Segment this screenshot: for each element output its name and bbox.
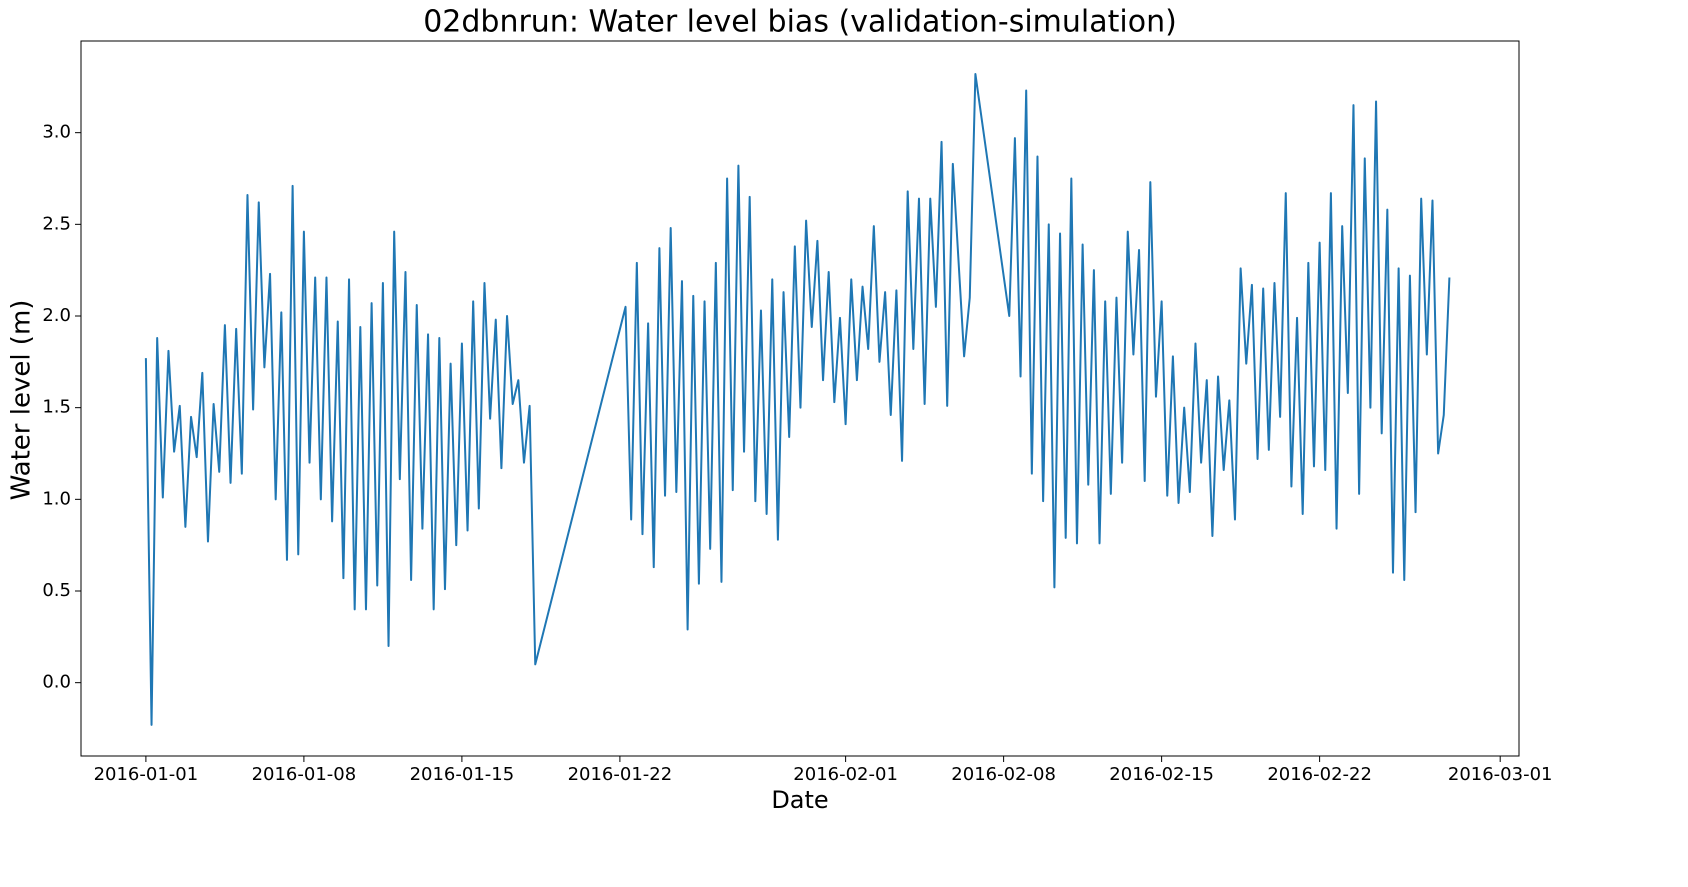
y-tick-label: 0.0 (42, 672, 71, 693)
y-tick-label: 1.0 (42, 488, 71, 509)
x-tick-label: 2016-02-01 (793, 764, 898, 785)
y-tick-label: 2.0 (42, 305, 71, 326)
y-tick-label: 0.5 (42, 580, 71, 601)
y-tick-label: 2.5 (42, 213, 71, 234)
x-tick-label: 2016-02-15 (1109, 764, 1214, 785)
x-tick-label: 2016-01-22 (568, 764, 673, 785)
x-tick-label: 2016-02-08 (951, 764, 1056, 785)
x-tick-label: 2016-01-08 (252, 764, 357, 785)
x-tick-label: 2016-02-22 (1267, 764, 1372, 785)
y-axis-label: Water level (m) (7, 300, 37, 501)
data-line (144, 73, 1451, 726)
x-tick-label: 2016-01-15 (410, 764, 515, 785)
y-tick-label: 1.5 (42, 397, 71, 418)
chart-title: 02dbnrun: Water level bias (validation-s… (423, 5, 1177, 40)
plot-frame (80, 40, 1520, 757)
x-axis-label: Date (771, 786, 828, 814)
x-tick-label: 2016-03-01 (1448, 764, 1553, 785)
x-tick-label: 2016-01-01 (94, 764, 199, 785)
y-tick-label: 3.0 (42, 122, 71, 143)
